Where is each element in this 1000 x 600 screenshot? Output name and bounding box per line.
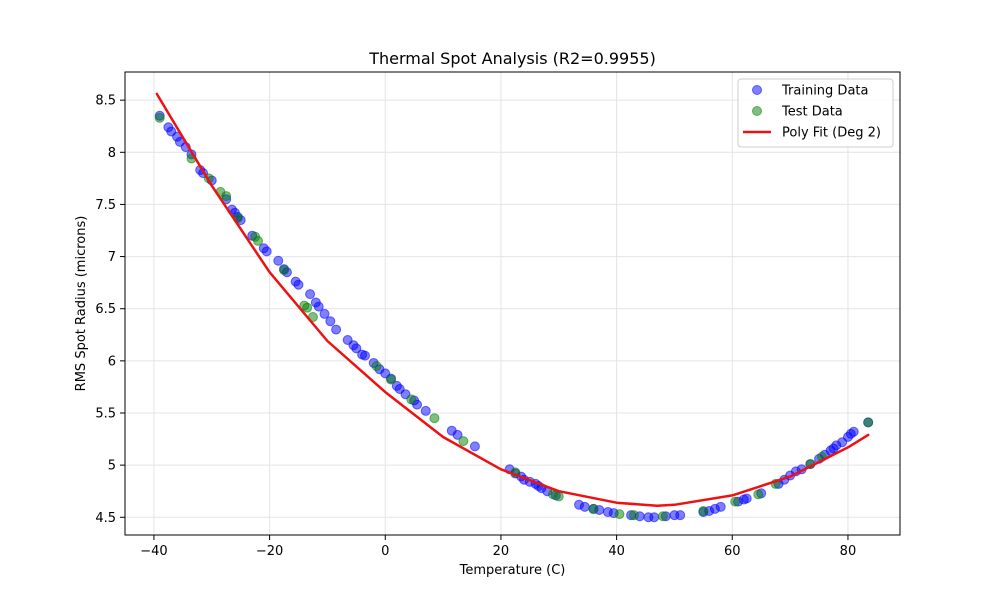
data-point [420, 405, 431, 416]
data-point [657, 511, 668, 522]
data-point [305, 289, 316, 300]
data-point [649, 512, 660, 523]
legend-label: Training Data [781, 84, 868, 99]
y-tick-label: 6.5 [95, 302, 116, 317]
data-point [293, 279, 304, 290]
y-tick-label: 5 [108, 459, 116, 474]
data-point [253, 235, 264, 246]
data-point [406, 394, 417, 405]
x-axis-label: Temperature (C) [459, 563, 566, 578]
x-tick-label: 40 [608, 544, 625, 559]
legend-marker [752, 85, 762, 95]
data-point [863, 417, 874, 428]
y-tick-label: 7 [108, 250, 116, 265]
fit-line [155, 92, 870, 508]
data-point [753, 489, 764, 500]
data-point [698, 506, 709, 517]
y-tick-label: 5.5 [95, 406, 116, 421]
x-tick-label: 0 [381, 544, 389, 559]
data-point [319, 308, 330, 319]
data-point [628, 510, 639, 521]
data-point [302, 302, 313, 313]
y-tick-label: 7.5 [95, 198, 116, 213]
data-point [325, 316, 336, 327]
data-point [273, 255, 284, 266]
legend-marker [752, 106, 762, 116]
data-point [154, 112, 165, 123]
legend-item: Test Data [752, 105, 843, 120]
grid [125, 72, 900, 535]
legend-item: Training Data [752, 84, 868, 99]
data-point [261, 246, 272, 257]
x-tick-label: 20 [493, 544, 510, 559]
data-point [848, 426, 859, 437]
data-point [715, 501, 726, 512]
data-point [730, 496, 741, 507]
x-tick-label: −20 [256, 544, 283, 559]
data-point [221, 191, 232, 202]
data-point [741, 493, 752, 504]
y-tick-label: 6 [108, 354, 116, 369]
data-point [469, 441, 480, 452]
data-point [588, 503, 599, 514]
x-tick-label: 60 [724, 544, 741, 559]
series-poly-fit-deg-2 [155, 92, 870, 508]
legend-label: Poly Fit (Deg 2) [782, 126, 881, 141]
axis-ticks: −40 −20 0 20 40 60 80 4.5 5 5.5 6 6.5 7 7.5 8 8.5 [95, 94, 856, 559]
plot-series [154, 92, 874, 523]
y-axis-label: RMS Spot Radius (microns) [74, 216, 89, 392]
data-point [360, 350, 371, 361]
data-point [313, 301, 324, 312]
series-test-data [154, 112, 874, 522]
data-point [279, 265, 290, 276]
plot-frame [124, 71, 901, 536]
legend: Training Data Test Data Poly Fit (Deg 2) [737, 78, 894, 148]
data-point [331, 324, 342, 335]
data-point [579, 501, 590, 512]
y-tick-label: 8.5 [95, 94, 116, 109]
data-point [675, 510, 686, 521]
data-point [614, 509, 625, 520]
chart-title: Thermal Spot Analysis (R2=0.9955) [368, 49, 656, 68]
data-point [429, 413, 440, 424]
data-point [371, 361, 382, 372]
legend-item: Poly Fit (Deg 2) [743, 126, 881, 141]
data-point [458, 436, 469, 447]
y-tick-label: 4.5 [95, 511, 116, 526]
data-point [452, 429, 463, 440]
data-point [553, 491, 564, 502]
legend-label: Test Data [781, 105, 843, 120]
data-point [351, 343, 362, 354]
legend-frame [737, 78, 894, 148]
x-tick-label: 80 [840, 544, 857, 559]
y-tick-label: 8 [108, 146, 116, 161]
x-tick-label: −40 [140, 544, 167, 559]
data-point [386, 374, 397, 385]
